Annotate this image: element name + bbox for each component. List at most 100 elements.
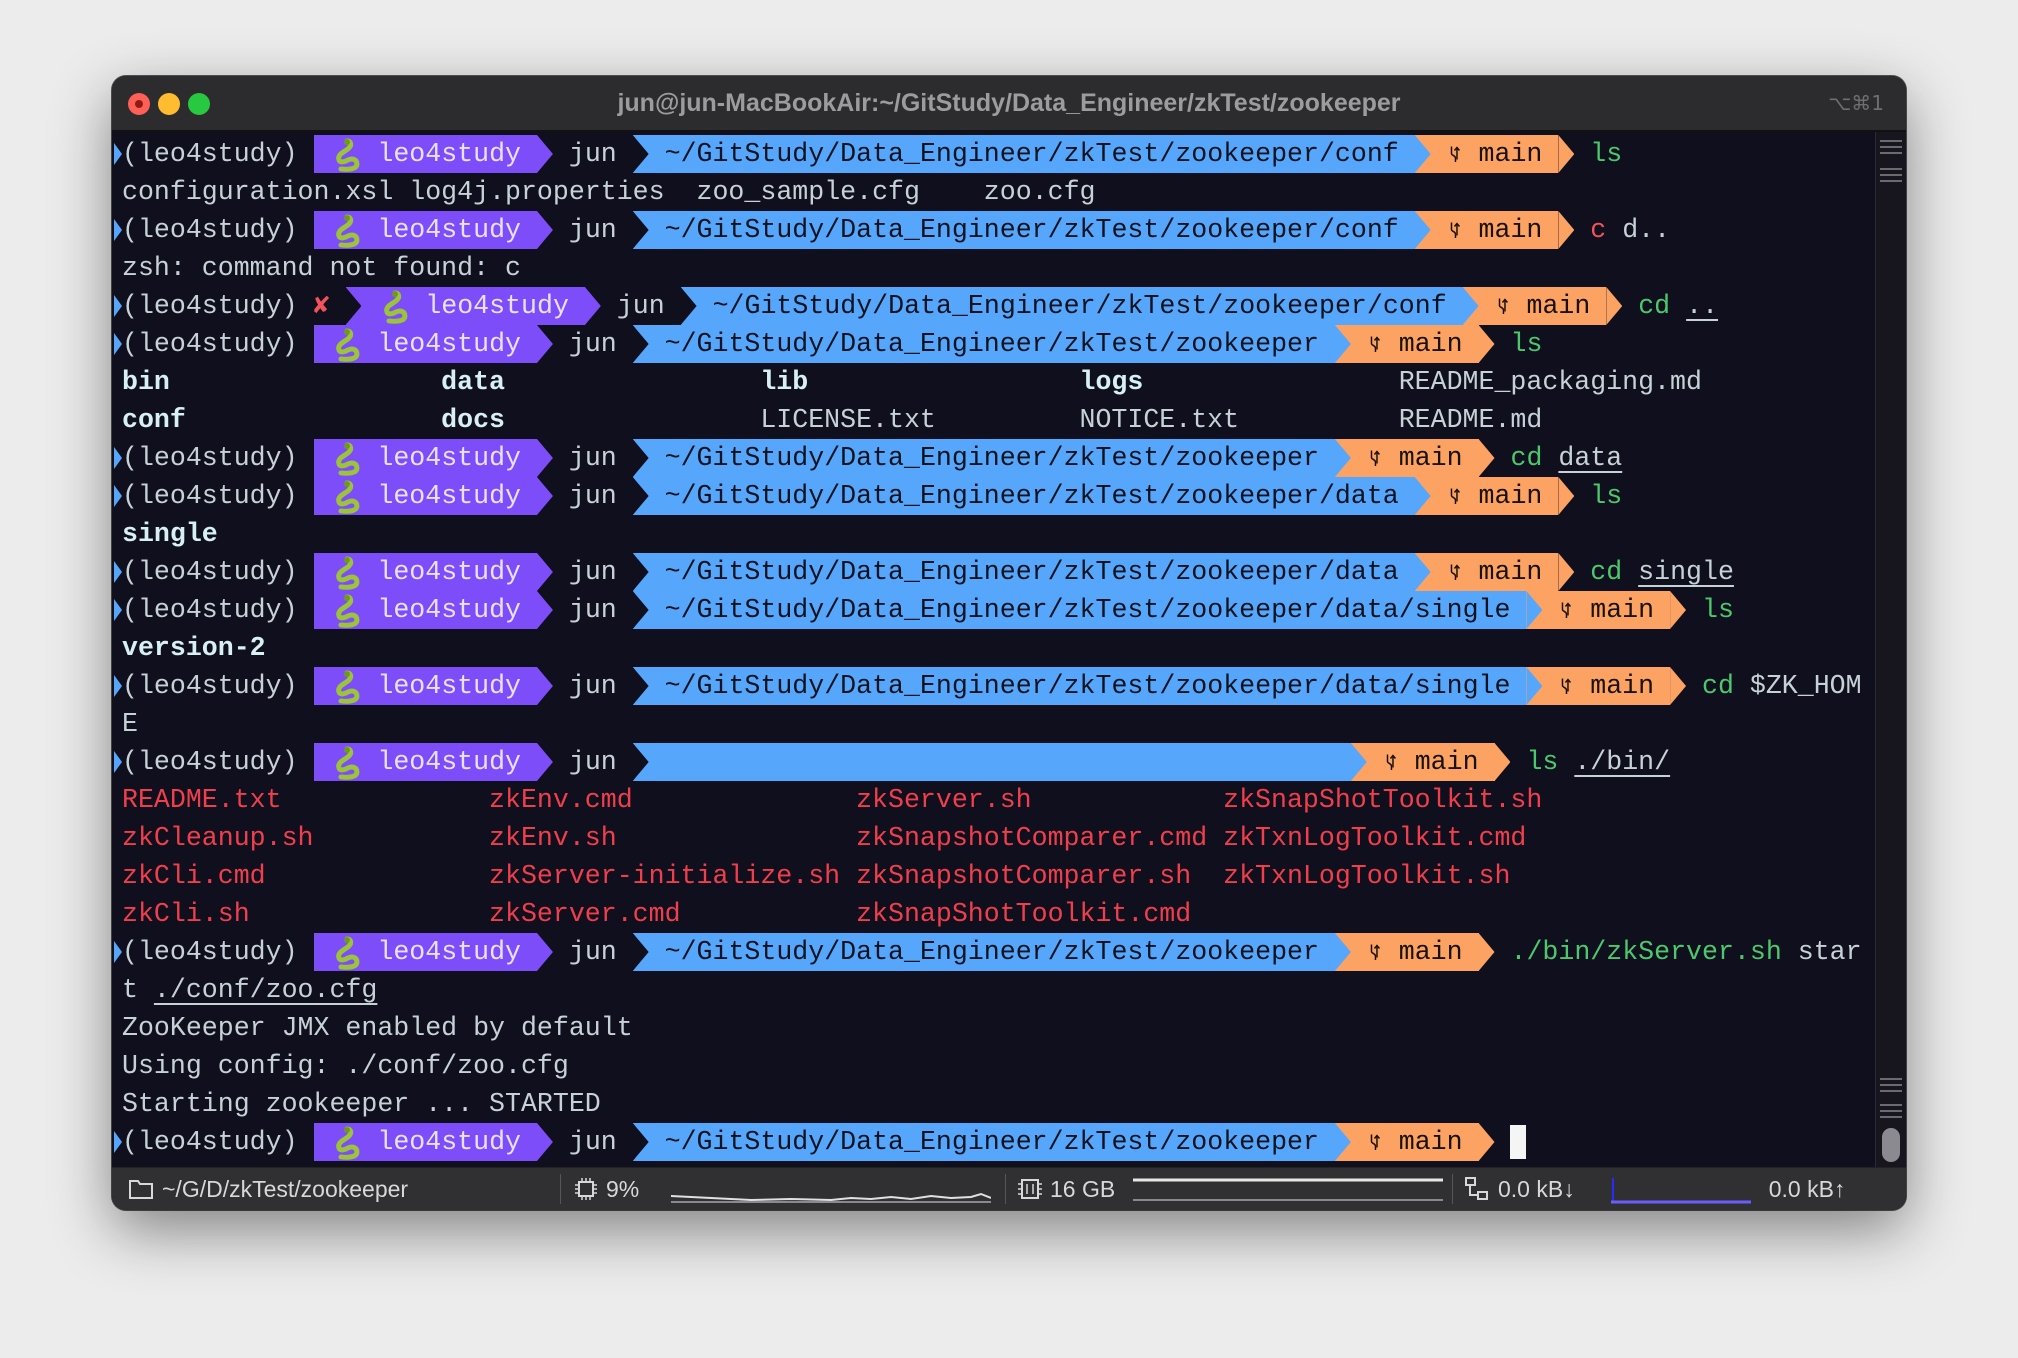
title-bar: jun@jun-MacBookAir:~/GitStudy/Data_Engin… xyxy=(112,76,1906,132)
user-segment: jun xyxy=(552,1127,633,1157)
snake-icon xyxy=(329,667,361,705)
prompt-marker-icon xyxy=(114,485,122,507)
cpu-value: 9% xyxy=(606,1176,640,1202)
ls-row: conf docs LICENSE.txt NOTICE.txt README.md xyxy=(122,401,1872,439)
prompt-line: (leo4study) leo4study jun main ls ./bin/ xyxy=(114,743,1872,781)
git-branch-icon xyxy=(1495,287,1511,325)
file-entry: zkServer.cmd xyxy=(489,899,681,929)
scroll-thumb[interactable] xyxy=(1882,1128,1900,1162)
scroll-mark xyxy=(1880,140,1902,142)
file-entry: LICENSE.txt xyxy=(760,405,936,435)
conda-env-name: leo4study xyxy=(377,481,521,511)
powerline-separator xyxy=(1334,933,1351,971)
prompt-env: (leo4study) xyxy=(122,557,314,587)
git-branch-segment: main xyxy=(1350,439,1479,477)
path-segment: ~/GitStudy/Data_Engineer/zkTest/zookeepe… xyxy=(648,933,1335,971)
file-entry: zkCli.cmd xyxy=(122,861,266,891)
directory-label: ~/G/D/zkTest/zookeeper xyxy=(162,1176,409,1202)
prompt-line: (leo4study) leo4study jun ~/GitStudy/Dat… xyxy=(114,477,1872,515)
path-segment: ~/GitStudy/Data_Engineer/zkTest/zookeepe… xyxy=(648,135,1415,173)
prompt-marker-icon xyxy=(114,1131,122,1153)
git-branch-segment: main xyxy=(1430,211,1559,249)
text-cursor xyxy=(1510,1125,1527,1159)
network-icon xyxy=(1464,1176,1490,1202)
powerline-separator xyxy=(1478,439,1495,477)
status-directory[interactable]: ~/G/D/zkTest/zookeeper xyxy=(128,1168,408,1210)
snake-icon xyxy=(329,439,361,477)
git-branch-segment: main xyxy=(1542,591,1671,629)
file-entry: zkCli.sh xyxy=(122,899,250,929)
command-part: cd xyxy=(1638,291,1671,321)
conda-env-name: leo4study xyxy=(377,215,521,245)
error-cross-icon: ✘ xyxy=(313,291,330,321)
git-branch-icon xyxy=(1367,933,1383,971)
spacer xyxy=(1510,743,1526,781)
prompt-line: (leo4study) leo4study jun ~/GitStudy/Dat… xyxy=(114,553,1872,591)
ls-row: version-2 xyxy=(122,629,1872,667)
powerline-separator xyxy=(536,135,553,173)
cpu-sparkline xyxy=(671,1192,992,1203)
powerline-separator xyxy=(536,667,553,705)
git-branch-segment: main xyxy=(1366,743,1495,781)
file-entry: zkSnapshotComparer.sh xyxy=(856,861,1192,891)
path-segment: ~/GitStudy/Data_Engineer/zkTest/zookeepe… xyxy=(648,1123,1335,1161)
network-graph xyxy=(1610,1178,1751,1204)
command-part: ./conf/zoo.cfg xyxy=(153,975,378,1005)
scroll-mark xyxy=(1880,1078,1902,1080)
git-branch-icon xyxy=(1447,553,1463,591)
powerline-separator xyxy=(1526,667,1543,705)
terminal-output[interactable]: (leo4study) leo4study jun ~/GitStudy/Dat… xyxy=(114,135,1872,1165)
scroll-mark xyxy=(1880,1104,1902,1106)
powerline-separator xyxy=(1462,287,1479,325)
command-part: star xyxy=(1781,937,1862,967)
zoom-button[interactable] xyxy=(188,93,210,115)
prompt-env: (leo4study) xyxy=(122,671,314,701)
path-segment: ~/GitStudy/Data_Engineer/zkTest/zookeepe… xyxy=(648,477,1415,515)
command-part: c xyxy=(1590,215,1607,245)
path-segment: ~/GitStudy/Data_Engineer/zkTest/zookeepe… xyxy=(648,439,1335,477)
close-button[interactable] xyxy=(128,93,150,115)
conda-env-segment: leo4study xyxy=(313,439,537,477)
branch-name: main xyxy=(1414,747,1479,777)
prompt-env: (leo4study) xyxy=(122,215,314,245)
minimize-button[interactable] xyxy=(158,93,180,115)
command-part: t xyxy=(122,975,154,1005)
path-segment: ~/GitStudy/Data_Engineer/zkTest/zookeepe… xyxy=(648,211,1415,249)
file-entry: README_packaging.md xyxy=(1398,367,1702,397)
snake-icon xyxy=(329,477,361,515)
path-segment xyxy=(648,743,1351,781)
prompt-line: (leo4study) leo4study jun ~/GitStudy/Dat… xyxy=(114,325,1872,363)
file-entry: zkSnapShotToolkit.sh xyxy=(1223,785,1543,815)
command-part xyxy=(1558,743,1574,781)
powerline-separator xyxy=(632,135,649,173)
net-down-value: 0.0 kB↓ xyxy=(1498,1176,1575,1202)
conda-env-name: leo4study xyxy=(377,747,521,777)
user-segment: jun xyxy=(552,595,633,625)
spacer xyxy=(1686,667,1702,705)
output-line: zsh: command not found: c xyxy=(122,253,521,283)
ls-row: README.txt zkEnv.cmd zkServer.sh zkSnapShot… xyxy=(122,781,1872,819)
prompt-marker-icon xyxy=(114,751,122,773)
snake-icon xyxy=(329,553,361,591)
git-branch-icon xyxy=(1447,211,1463,249)
scrollbar[interactable] xyxy=(1875,132,1906,1168)
spacer xyxy=(1495,325,1511,363)
powerline-separator xyxy=(1526,591,1543,629)
command-part: cd xyxy=(1702,671,1734,701)
memory-graph xyxy=(1133,1178,1444,1201)
git-branch-icon xyxy=(1383,743,1399,781)
command-part: ls xyxy=(1510,329,1543,359)
powerline-separator xyxy=(1494,743,1511,781)
conda-env-segment: leo4study xyxy=(313,591,537,629)
branch-name: main xyxy=(1478,139,1543,169)
status-cpu: 9% xyxy=(574,1168,992,1210)
powerline-separator xyxy=(680,287,697,325)
file-entry: zkTxnLogToolkit.sh xyxy=(1223,861,1511,891)
user-segment: jun xyxy=(552,557,633,587)
file-entry: zkCleanup.sh xyxy=(122,823,314,853)
powerline-separator xyxy=(632,591,649,629)
powerline-separator xyxy=(536,325,553,363)
snake-icon xyxy=(329,591,361,629)
command-part: ls xyxy=(1590,481,1623,511)
git-branch-segment: main xyxy=(1350,933,1479,971)
